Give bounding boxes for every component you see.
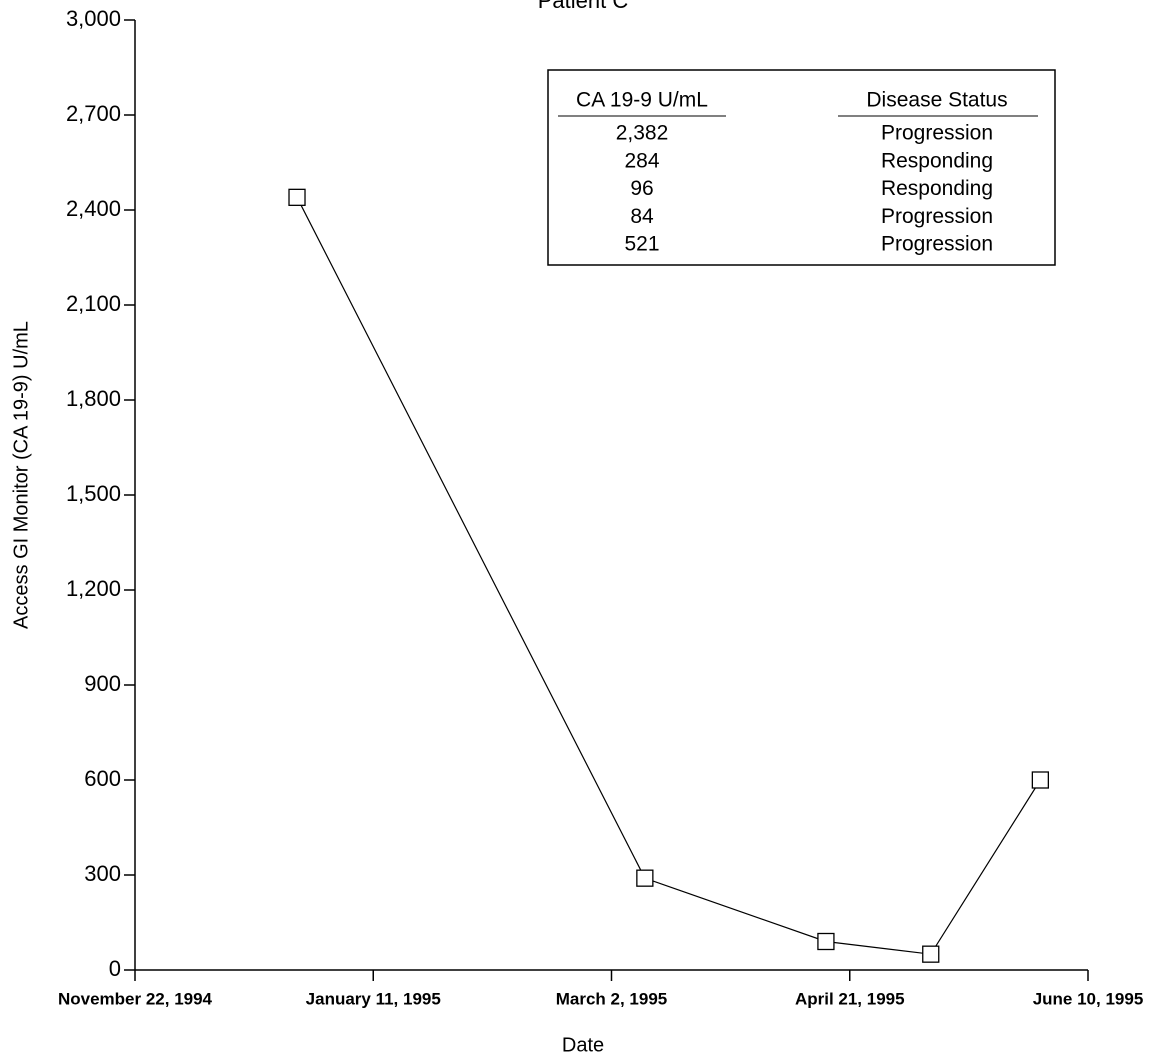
- x-tick-label: November 22, 1994: [58, 989, 213, 1008]
- y-tick-label: 600: [84, 766, 121, 791]
- table-cell: 521: [624, 233, 659, 256]
- y-axis-label: Access GI Monitor (CA 19-9) U/mL: [10, 321, 32, 629]
- y-tick-label: 1,800: [66, 386, 121, 411]
- table-header: CA 19-9 U/mL: [576, 89, 708, 112]
- data-point: [817, 932, 835, 951]
- y-tick-label: 1,200: [66, 576, 121, 601]
- y-tick-label: 2,400: [66, 196, 121, 221]
- table-cell: Responding: [881, 177, 993, 200]
- table-header: Disease Status: [866, 89, 1007, 112]
- x-tick-label: March 2, 1995: [556, 989, 668, 1008]
- data-point: [922, 945, 940, 963]
- data-point: [636, 869, 654, 887]
- y-tick-label: 900: [84, 671, 121, 696]
- x-tick-label: April 21, 1995: [795, 989, 905, 1008]
- table-cell: Progression: [881, 122, 993, 145]
- table-cell: Responding: [881, 149, 993, 172]
- y-tick-label: 1,500: [66, 481, 121, 506]
- data-point: [1031, 771, 1049, 789]
- y-tick-label: 3,000: [66, 6, 121, 31]
- table-cell: Progression: [881, 205, 993, 228]
- table-cell: 84: [630, 205, 654, 228]
- chart-title: Patient C: [538, 0, 629, 13]
- x-tick-label: June 10, 1995: [1033, 989, 1144, 1008]
- x-tick-label: January 11, 1995: [306, 989, 441, 1008]
- x-axis-label: Date: [562, 1034, 604, 1056]
- data-point: [288, 188, 306, 206]
- y-tick-label: 2,100: [66, 291, 121, 316]
- y-tick-label: 300: [84, 861, 121, 886]
- table-cell: 2,382: [616, 122, 669, 145]
- table-cell: Progression: [881, 233, 993, 256]
- table-cell: 284: [624, 149, 659, 172]
- table-box: [547, 69, 1056, 266]
- table-cell: 96: [630, 177, 653, 200]
- y-tick-label: 0: [109, 956, 121, 981]
- y-tick-label: 2,700: [66, 101, 121, 126]
